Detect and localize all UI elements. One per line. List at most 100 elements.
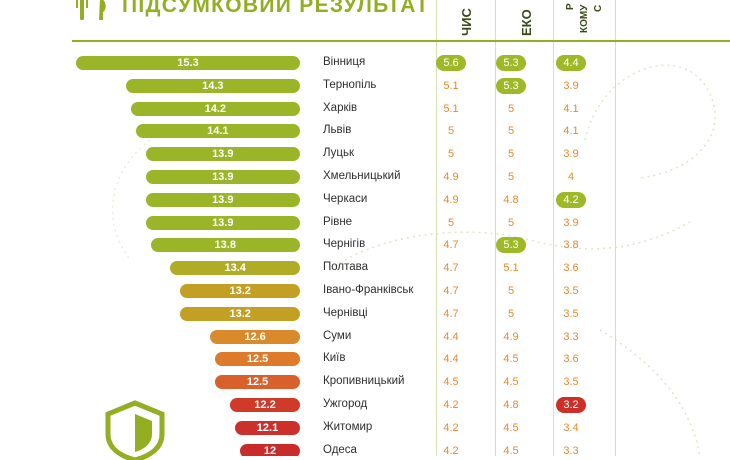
table-row: 13.8 Чернігів 4.7 5.3 3.8 <box>0 234 730 257</box>
table-row: 14.2 Харків 5.1 5 4.1 <box>0 98 730 121</box>
column-divider <box>436 0 437 456</box>
page-title: ПІДСУМКОВИЙ РЕЗУЛЬТАТ <box>122 0 430 17</box>
table-row: 13.9 Рівне 5 5 3.9 <box>0 212 730 235</box>
score-value: 3.9 <box>563 216 579 229</box>
score-value: 4.4 <box>443 353 459 366</box>
score-bar: 12.5 <box>215 375 300 390</box>
city-label: Житомир <box>323 420 373 433</box>
score-value: 3.3 <box>563 330 579 343</box>
score-value: 4.5 <box>503 353 519 366</box>
score-value: 4.4 <box>556 55 586 71</box>
score-value: 4.8 <box>503 193 519 206</box>
score-value: 3.9 <box>563 79 579 92</box>
city-label: Луцьк <box>323 147 355 160</box>
score-bar: 13.4 <box>170 261 300 276</box>
city-label: Ужгород <box>323 398 368 410</box>
city-label: Київ <box>323 352 346 365</box>
score-bar: 14.1 <box>135 124 300 139</box>
city-label: Кропивницький <box>323 375 405 388</box>
city-label: Рівне <box>323 215 353 228</box>
header-divider <box>72 40 730 42</box>
score-value: 4 <box>567 171 575 183</box>
score-value: 3.8 <box>563 239 579 252</box>
score-value: 5 <box>507 148 515 161</box>
score-value: 5 <box>507 102 515 115</box>
score-value: 3.6 <box>563 353 579 366</box>
score-value: 4.7 <box>443 307 459 320</box>
city-label: Хмельницький <box>323 170 401 182</box>
score-bar: 13.9 <box>145 215 300 230</box>
score-bar: 14.2 <box>130 101 300 116</box>
table-row: 13.2 Івано-Франківськ 4.7 5 3.5 <box>0 280 730 303</box>
fork-knife-icon <box>76 0 106 20</box>
table-row: 13.9 Черкаси 4.9 4.8 4.2 <box>0 189 730 212</box>
score-value: 4.5 <box>503 421 519 434</box>
score-value: 4.2 <box>443 444 459 456</box>
score-bar: 12.6 <box>210 329 300 344</box>
score-value: 4.9 <box>503 330 519 343</box>
score-value: 5.3 <box>496 55 526 71</box>
table-row: 13.4 Полтава 4.7 5.1 3.6 <box>0 257 730 280</box>
score-bar: 13.9 <box>145 192 300 207</box>
score-bar: 12.5 <box>215 352 300 367</box>
table-row: 14.3 Тернопіль 5.1 5.3 3.9 <box>0 75 730 98</box>
score-value: 4.2 <box>443 421 459 434</box>
table-row: 12.1 Житомир 4.2 4.5 3.4 <box>0 417 730 440</box>
score-value: 3.5 <box>563 285 579 297</box>
score-value: 3.5 <box>563 376 579 389</box>
column-divider <box>553 0 554 456</box>
score-value: 5.3 <box>496 77 526 94</box>
score-value: 5.3 <box>496 237 526 254</box>
score-value: 4.9 <box>443 171 459 183</box>
table-row: 13.9 Хмельницький 4.9 5 4 <box>0 166 730 189</box>
score-value: 5.1 <box>443 79 459 92</box>
table-row: 14.1 Львів 5 5 4.1 <box>0 120 730 143</box>
score-bar: 14.3 <box>125 78 300 93</box>
score-bar: 12 <box>240 443 300 456</box>
table-row: 12.5 Кропивницький 4.5 4.5 3.5 <box>0 371 730 394</box>
city-label: Івано-Франківськ <box>323 284 414 296</box>
score-value: 4.5 <box>503 444 519 456</box>
table-row: 12 Одеса 4.2 4.5 3.3 <box>0 440 730 456</box>
score-value: 5.1 <box>443 102 459 115</box>
city-label: Тернопіль <box>323 78 377 91</box>
score-value: 3.4 <box>563 421 579 434</box>
score-value: 4.5 <box>503 376 519 389</box>
table-row: 15.3 Вінниця 5.6 5.3 4.4 <box>0 52 730 75</box>
city-label: Львів <box>323 124 352 137</box>
score-value: 5.1 <box>503 262 519 275</box>
score-value: 5 <box>507 171 515 183</box>
table-row: 13.2 Чернівці 4.7 5 3.5 <box>0 303 730 326</box>
table-row: 12.6 Суми 4.4 4.9 3.3 <box>0 326 730 349</box>
score-value: 3.3 <box>563 444 579 456</box>
score-bar: 12.1 <box>235 420 300 435</box>
table-row: 12.2 Ужгород 4.2 4.8 3.2 <box>0 394 730 417</box>
city-label: Полтава <box>323 261 369 274</box>
score-value: 4.2 <box>556 191 586 208</box>
score-bar: 15.3 <box>76 56 300 70</box>
score-bar: 12.2 <box>230 398 300 412</box>
score-value: 3.6 <box>563 262 579 275</box>
score-value: 5 <box>507 285 515 297</box>
score-value: 3.9 <box>563 148 579 161</box>
score-value: 4.1 <box>563 102 579 115</box>
score-value: 3.5 <box>563 307 579 320</box>
score-value: 5 <box>447 125 455 138</box>
table-row: 12.5 Київ 4.4 4.5 3.6 <box>0 348 730 371</box>
city-label: Одеса <box>323 443 357 456</box>
city-label: Черкаси <box>323 192 368 205</box>
column-divider <box>615 0 616 456</box>
city-label: Суми <box>323 329 352 342</box>
score-value: 3.2 <box>556 397 586 413</box>
city-label: Чернівці <box>323 306 368 319</box>
shield-icon <box>105 400 165 460</box>
score-value: 4.2 <box>443 399 459 411</box>
score-bar: 13.2 <box>180 306 300 321</box>
table-row: 13.9 Луцьк 5 5 3.9 <box>0 143 730 166</box>
score-value: 4.5 <box>443 376 459 389</box>
score-value: 4.4 <box>443 330 459 343</box>
city-label: Вінниця <box>323 56 366 68</box>
score-value: 5 <box>447 216 455 229</box>
